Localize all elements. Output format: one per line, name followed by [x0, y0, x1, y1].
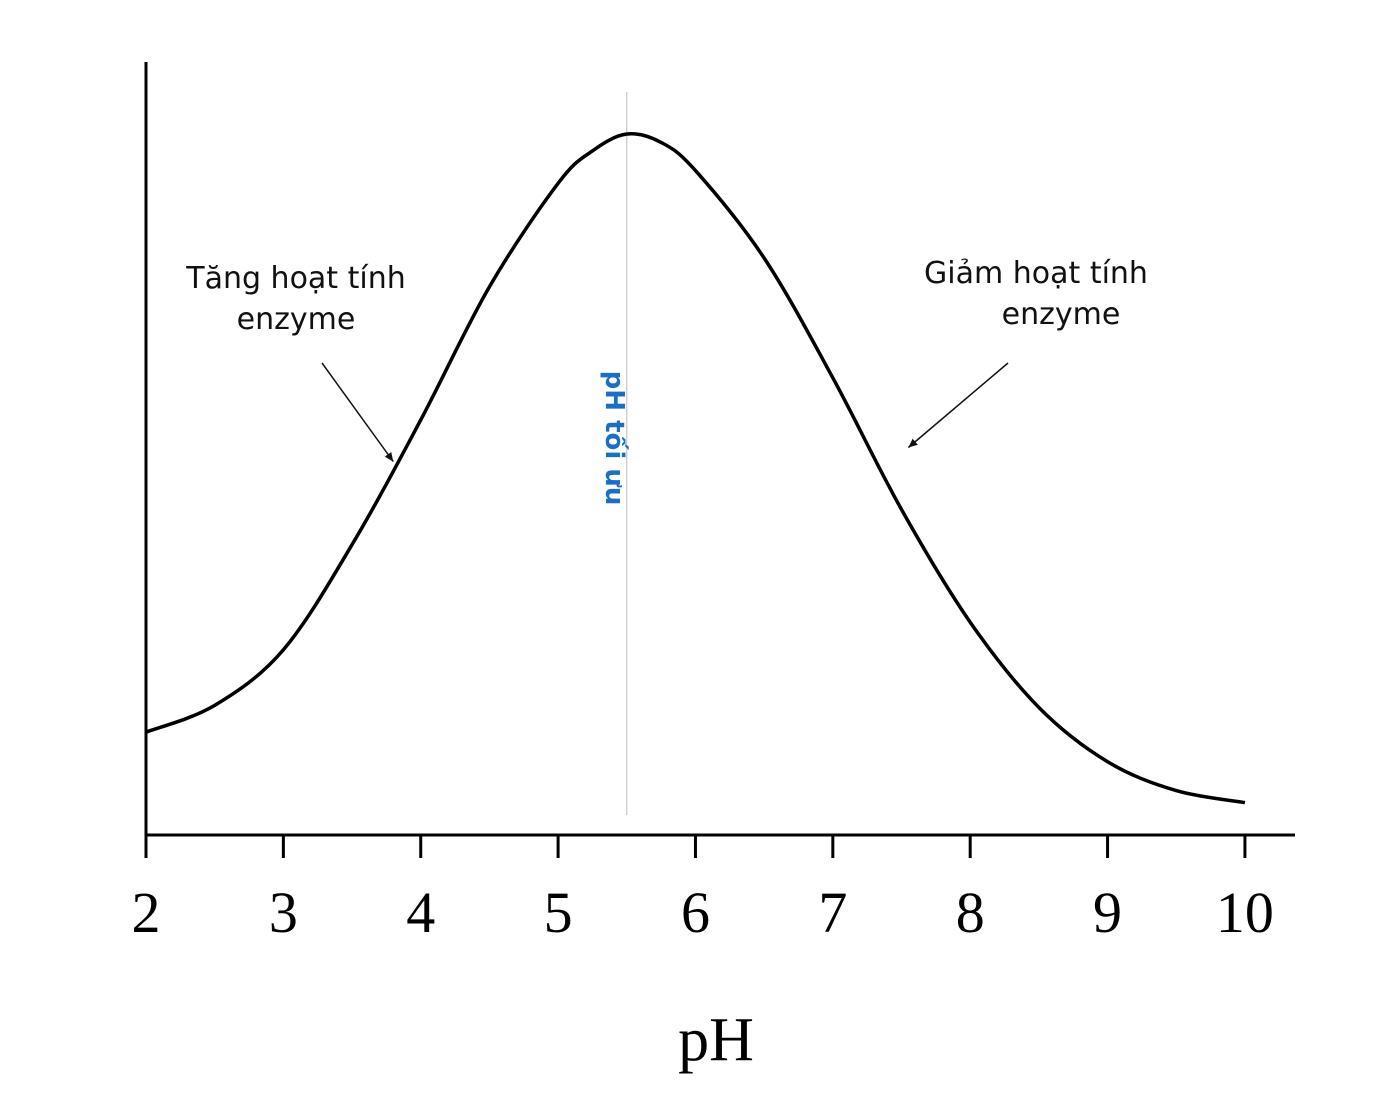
annotation-increase-line2: enzyme [237, 302, 356, 337]
x-tick-label: 3 [269, 880, 298, 945]
annotation-decrease-line2: enzyme [1002, 297, 1121, 332]
series-line [145, 131, 1246, 805]
x-tick-label: 2 [132, 880, 161, 945]
annotation-decrease-arrow [907, 362, 1009, 449]
annotation-increase-line1: Tăng hoạt tính [185, 261, 405, 296]
x-tick-label: 9 [1093, 880, 1122, 945]
annotation-increase-arrow [321, 362, 394, 463]
x-tick-labels: 2 3 4 5 6 7 8 9 10 [132, 880, 1274, 945]
x-ticks [144, 835, 1247, 858]
x-tick-label: 8 [956, 880, 985, 945]
x-tick-label: 5 [544, 880, 573, 945]
annotation-decrease-line1: Giảm hoạt tính [924, 256, 1148, 291]
x-tick-label: 10 [1216, 880, 1274, 945]
x-tick-label: 6 [681, 880, 710, 945]
x-tick-label: 4 [406, 880, 435, 945]
x-axis-title: pH [678, 1006, 754, 1074]
x-tick-label: 7 [818, 880, 847, 945]
optimum-ph-label: pH tối ưu [599, 371, 630, 506]
